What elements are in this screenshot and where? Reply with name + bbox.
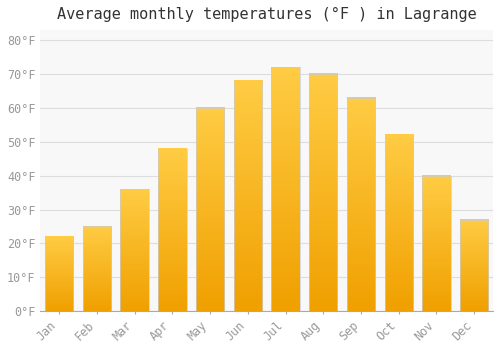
Bar [83, 226, 111, 311]
Bar [45, 237, 74, 311]
Bar [272, 67, 299, 311]
Bar [309, 74, 338, 311]
Bar [158, 149, 186, 311]
Bar [196, 108, 224, 311]
Bar [120, 189, 149, 311]
Bar [384, 135, 413, 311]
Bar [422, 176, 450, 311]
Title: Average monthly temperatures (°F ) in Lagrange: Average monthly temperatures (°F ) in La… [57, 7, 476, 22]
Bar [234, 81, 262, 311]
Bar [460, 220, 488, 311]
Bar [347, 98, 375, 311]
